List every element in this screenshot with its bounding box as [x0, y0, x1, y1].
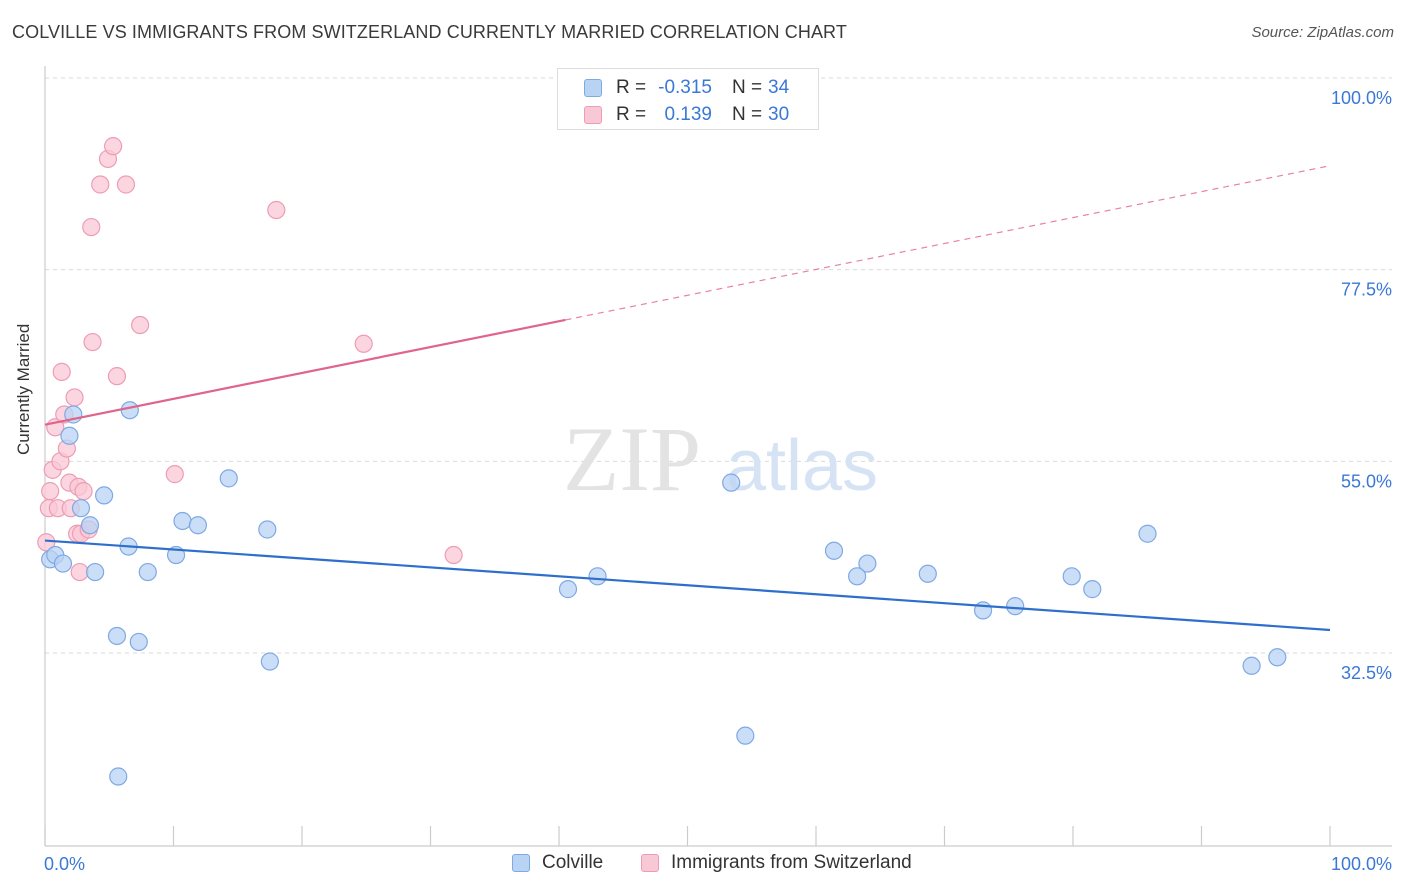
legend-swatch-colville: [584, 79, 602, 97]
tick-labels: 32.5% 55.0% 77.5% 100.0% 0.0% 100.0%: [44, 88, 1392, 874]
y-tick-label: 100.0%: [1331, 88, 1392, 108]
legend-n-label: N =: [732, 77, 763, 98]
x-tick-label: 100.0%: [1331, 854, 1392, 874]
swiss-point: [74, 482, 93, 501]
swiss-point: [70, 562, 89, 582]
legend-r-label: R =: [616, 104, 647, 125]
colville-point: [86, 562, 105, 582]
swiss-point: [165, 465, 184, 484]
colville-point: [109, 767, 128, 786]
swiss-point: [130, 315, 150, 335]
colville-point: [60, 426, 79, 445]
legend-row-colville: R = -0.315 N = 34: [558, 75, 820, 101]
colville-point: [219, 469, 238, 488]
legend-label-colville: Colville: [542, 852, 604, 873]
colville-point: [173, 511, 192, 531]
swiss-point: [91, 175, 110, 194]
colville-point: [260, 652, 279, 671]
swiss-point: [444, 545, 463, 565]
colville-point: [824, 541, 844, 560]
colville-point: [1268, 648, 1287, 667]
swiss-point: [104, 137, 123, 156]
swiss-point: [107, 367, 127, 386]
colville-point: [71, 499, 91, 518]
colville-point: [120, 401, 139, 420]
colville-point: [558, 580, 578, 599]
colville-point: [258, 520, 277, 539]
legend-swatch-colville: [512, 854, 530, 872]
colville-point: [1062, 567, 1081, 586]
y-tick-label: 77.5%: [1341, 280, 1392, 300]
colville-point: [858, 554, 877, 573]
colville-point: [1083, 580, 1102, 599]
x-tick-label: 0.0%: [44, 854, 85, 874]
colville-point: [918, 564, 937, 583]
watermark: ZIP atlas: [563, 408, 878, 510]
swiss-point: [83, 332, 102, 352]
legend-r-label: R =: [616, 77, 647, 98]
y-axis-label: Currently Married: [14, 323, 33, 455]
source-credit: Source: ZipAtlas.com: [1251, 24, 1394, 41]
colville-point: [848, 567, 867, 586]
colville-point: [95, 486, 114, 505]
legend-row-swiss: R = 0.139 N = 30: [558, 102, 820, 128]
correlation-legend: R = -0.315 N = 34 R = 0.139 N = 30: [557, 68, 819, 130]
swiss-point: [41, 482, 60, 501]
swiss-point: [354, 334, 373, 353]
colville-point: [80, 516, 100, 535]
legend-n-label: N =: [732, 104, 763, 125]
legend-n-value: 30: [768, 104, 790, 125]
chart-title: COLVILLE VS IMMIGRANTS FROM SWITZERLAND …: [12, 22, 847, 42]
colville-point: [1242, 656, 1261, 675]
legend-r-value: 0.139: [664, 104, 712, 125]
colville-point: [138, 562, 157, 582]
legend-n-value: 34: [768, 77, 790, 98]
legend-r-value: -0.315: [658, 77, 712, 98]
colville-point: [53, 554, 73, 573]
swiss-trendline: [44, 318, 566, 426]
colville-point: [1006, 597, 1025, 616]
colville-point: [588, 567, 607, 586]
y-tick-label: 32.5%: [1341, 663, 1392, 683]
watermark-atlas: atlas: [726, 426, 878, 506]
legend-label-swiss: Immigrants from Switzerland: [671, 852, 912, 873]
axes: [44, 66, 1392, 847]
data-points: [37, 137, 1287, 786]
watermark-zip: ZIP: [563, 408, 701, 510]
trend-lines: [44, 165, 1331, 632]
colville-point: [736, 726, 755, 745]
swiss-point: [65, 388, 84, 407]
legend-swatch-swiss: [641, 854, 659, 872]
colville-point: [129, 632, 148, 652]
series-legend: Colville Immigrants from Switzerland: [0, 852, 1406, 878]
grid-lines: [45, 77, 1392, 654]
swiss-point: [116, 175, 136, 194]
legend-swatch-swiss: [584, 106, 602, 124]
swiss-trendline-extension: [565, 165, 1331, 321]
swiss-point: [267, 200, 286, 220]
swiss-point: [52, 362, 71, 381]
colville-point: [1138, 524, 1157, 543]
y-tick-label: 55.0%: [1341, 471, 1392, 491]
swiss-point: [82, 217, 101, 237]
colville-point: [188, 516, 208, 535]
colville-point: [107, 626, 127, 646]
colville-trendline: [44, 539, 1331, 632]
colville-point: [722, 473, 741, 492]
